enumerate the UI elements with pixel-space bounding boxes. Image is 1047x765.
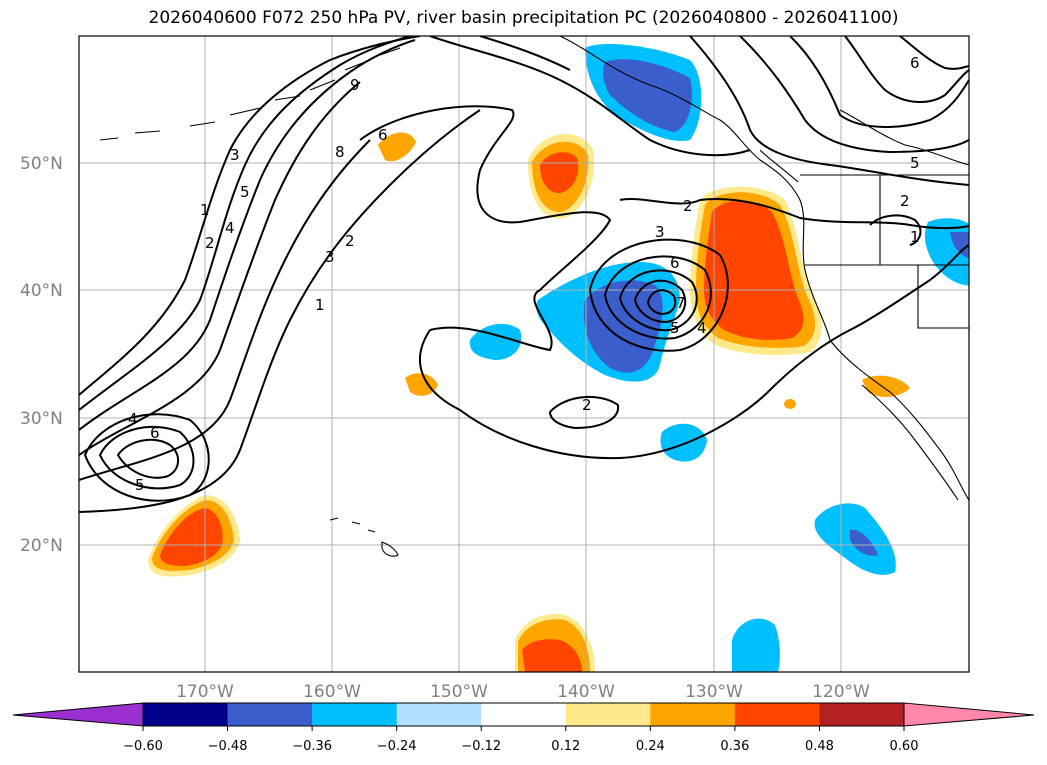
lat-label-20n: 20°N	[20, 536, 63, 556]
colorbar-cell	[312, 703, 398, 726]
lon-label-160w: 160°W	[303, 682, 361, 702]
contour-label: 1	[910, 228, 920, 246]
colorbar-cell	[227, 703, 313, 726]
latitude-labels: 50°N 40°N 30°N 20°N	[20, 154, 63, 556]
colorbar-extend-right	[903, 702, 1035, 727]
colorbar-cell	[565, 703, 651, 726]
contour-label: 3	[230, 146, 240, 164]
contour-label: 6	[378, 126, 388, 144]
contour-label: 5	[240, 183, 250, 201]
contour-label: 3	[655, 223, 665, 241]
colorbar-cell	[734, 703, 820, 726]
pv-contours	[79, 36, 969, 513]
lat-label-50n: 50°N	[20, 154, 63, 174]
lat-label-30n: 30°N	[20, 409, 63, 429]
contour-label: 6	[670, 254, 680, 272]
contour-label: 5	[670, 319, 680, 337]
plot-frame	[78, 35, 970, 673]
contour-label-group: 1 2 3 4 5 6 8 9 1 2 3 4 5 6 6 5 4 2 1 2 …	[128, 54, 920, 494]
lon-label-150w: 150°W	[430, 682, 488, 702]
colorbar-tick-label: −0.48	[208, 739, 248, 754]
contour-label: 4	[128, 410, 138, 428]
lon-label-130w: 130°W	[685, 682, 743, 702]
colorbar-cell	[143, 703, 229, 726]
map-title: 2026040600 F072 250 hPa PV, river basin …	[148, 8, 899, 28]
contour-label: 5	[910, 154, 920, 172]
contour-label: 6	[150, 424, 160, 442]
colorbar-tick-label: −0.60	[123, 739, 163, 754]
contour-label: 2	[900, 192, 910, 210]
colorbar-tick-label: 0.12	[551, 739, 580, 754]
colorbar-tick-label: −0.36	[292, 739, 332, 754]
contour-label: 3	[325, 248, 335, 266]
contour-label: 5	[135, 476, 145, 494]
colorbar-tick-label: −0.24	[377, 739, 417, 754]
colorbar-cell	[396, 703, 482, 726]
colorbar-tick-label: 0.36	[720, 739, 749, 754]
colorbar-tick-label: 0.48	[805, 739, 834, 754]
colorbar-extend-left	[12, 702, 144, 727]
colorbar-tick-label: 0.24	[636, 739, 665, 754]
longitude-labels: 170°W 160°W 150°W 140°W 130°W 120°W	[176, 682, 870, 702]
contour-label: 2	[345, 232, 355, 250]
lon-label-170w: 170°W	[176, 682, 234, 702]
contour-label: 4	[225, 219, 235, 237]
lat-label-40n: 40°N	[20, 281, 63, 301]
colorbar-cell	[650, 703, 736, 726]
lon-label-120w: 120°W	[812, 682, 870, 702]
plot-area	[79, 36, 969, 672]
contour-label: 2	[205, 234, 215, 252]
contour-label: 7	[676, 294, 686, 312]
coastlines	[99, 36, 969, 557]
contour-label: 2	[683, 197, 693, 215]
contour-label: 1	[315, 296, 325, 314]
colorbar-cell	[481, 703, 567, 726]
contour-label: 2	[582, 396, 592, 414]
colorbar-cell	[819, 703, 905, 726]
contour-label: 4	[697, 319, 707, 337]
contour-label: 1	[200, 201, 210, 219]
contour-label: 8	[335, 143, 345, 161]
colorbar: −0.60 −0.48 −0.36 −0.24 −0.12 0.12 0.24 0.36 0.4…	[12, 702, 1035, 754]
lon-label-140w: 140°W	[557, 682, 615, 702]
colorbar-tick-label: 0.60	[890, 739, 919, 754]
colorbar-tick-label: −0.12	[461, 739, 501, 754]
contour-label: 9	[350, 76, 360, 94]
contour-label: 6	[910, 54, 920, 72]
precip-shading	[148, 44, 969, 672]
